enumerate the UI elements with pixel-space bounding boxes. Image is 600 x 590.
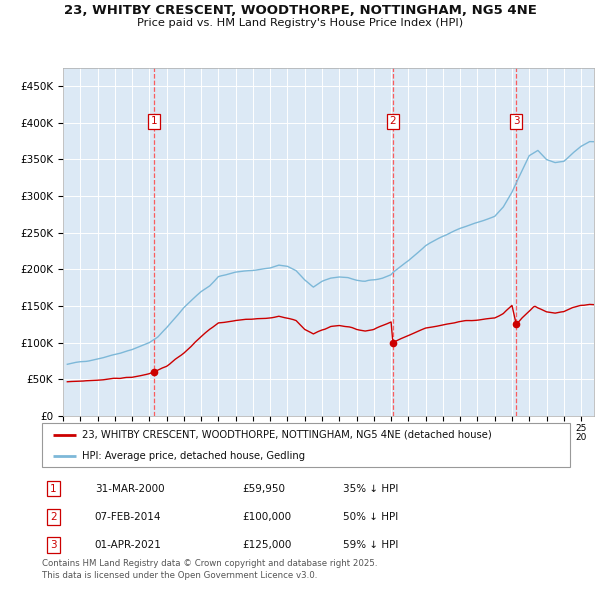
Text: 50% ↓ HPI: 50% ↓ HPI <box>343 512 398 522</box>
FancyBboxPatch shape <box>42 423 570 467</box>
Text: 23, WHITBY CRESCENT, WOODTHORPE, NOTTINGHAM, NG5 4NE: 23, WHITBY CRESCENT, WOODTHORPE, NOTTING… <box>64 4 536 17</box>
Text: £59,950: £59,950 <box>242 484 286 493</box>
Text: 01-APR-2021: 01-APR-2021 <box>95 540 161 550</box>
Text: 2: 2 <box>389 116 396 126</box>
Text: 3: 3 <box>50 540 57 550</box>
Text: Price paid vs. HM Land Registry's House Price Index (HPI): Price paid vs. HM Land Registry's House … <box>137 18 463 28</box>
Text: Contains HM Land Registry data © Crown copyright and database right 2025.
This d: Contains HM Land Registry data © Crown c… <box>42 559 377 580</box>
Text: £125,000: £125,000 <box>242 540 292 550</box>
Text: 35% ↓ HPI: 35% ↓ HPI <box>343 484 398 493</box>
Text: 3: 3 <box>513 116 520 126</box>
Text: 1: 1 <box>151 116 157 126</box>
Text: 31-MAR-2000: 31-MAR-2000 <box>95 484 164 493</box>
Text: 1: 1 <box>50 484 57 493</box>
Text: 2: 2 <box>50 512 57 522</box>
Text: HPI: Average price, detached house, Gedling: HPI: Average price, detached house, Gedl… <box>82 451 305 461</box>
Text: £100,000: £100,000 <box>242 512 292 522</box>
Text: 59% ↓ HPI: 59% ↓ HPI <box>343 540 398 550</box>
Text: 23, WHITBY CRESCENT, WOODTHORPE, NOTTINGHAM, NG5 4NE (detached house): 23, WHITBY CRESCENT, WOODTHORPE, NOTTING… <box>82 430 491 440</box>
Text: 07-FEB-2014: 07-FEB-2014 <box>95 512 161 522</box>
